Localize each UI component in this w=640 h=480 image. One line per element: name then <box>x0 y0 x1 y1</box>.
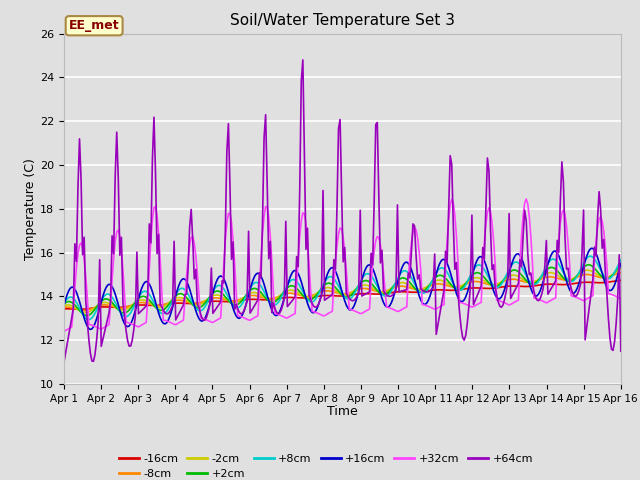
-8cm <box>228 298 236 304</box>
-8cm <box>617 270 625 276</box>
Text: EE_met: EE_met <box>69 19 120 32</box>
-16cm <box>305 295 313 300</box>
+64cm <box>244 228 252 234</box>
Line: +32cm: +32cm <box>64 199 621 331</box>
Line: +64cm: +64cm <box>64 60 621 362</box>
-16cm <box>588 279 595 285</box>
-8cm <box>60 305 68 311</box>
Line: +2cm: +2cm <box>64 264 621 315</box>
-8cm <box>255 294 263 300</box>
-16cm <box>130 303 138 309</box>
+2cm <box>130 301 138 307</box>
-2cm <box>305 295 313 300</box>
+32cm <box>254 313 262 319</box>
+8cm <box>228 300 236 306</box>
+64cm <box>129 337 136 343</box>
Line: -2cm: -2cm <box>64 269 621 312</box>
+2cm <box>60 301 68 307</box>
+8cm <box>255 281 263 287</box>
+2cm <box>588 263 595 268</box>
+8cm <box>586 253 594 259</box>
+32cm <box>60 328 68 334</box>
+16cm <box>255 271 263 277</box>
+8cm <box>617 257 625 263</box>
+32cm <box>244 317 252 323</box>
+2cm <box>83 312 91 318</box>
+16cm <box>305 305 313 311</box>
-2cm <box>255 291 263 297</box>
Line: -8cm: -8cm <box>64 273 621 311</box>
Title: Soil/Water Temperature Set 3: Soil/Water Temperature Set 3 <box>230 13 455 28</box>
Y-axis label: Temperature (C): Temperature (C) <box>24 158 37 260</box>
-2cm <box>617 266 625 272</box>
+8cm <box>85 317 93 323</box>
-8cm <box>81 308 88 313</box>
-16cm <box>76 306 83 312</box>
+2cm <box>255 288 263 294</box>
-8cm <box>246 293 254 299</box>
Line: +8cm: +8cm <box>64 256 621 320</box>
-8cm <box>588 272 595 278</box>
-2cm <box>246 290 254 296</box>
+16cm <box>617 261 625 266</box>
+8cm <box>130 304 138 310</box>
+32cm <box>522 196 530 202</box>
+32cm <box>129 321 136 327</box>
+2cm <box>246 288 254 293</box>
-16cm <box>228 299 236 304</box>
+64cm <box>588 288 595 294</box>
+64cm <box>254 297 262 303</box>
-16cm <box>255 297 263 302</box>
+16cm <box>589 246 596 252</box>
+64cm <box>305 292 313 298</box>
+16cm <box>228 300 236 306</box>
+64cm <box>226 183 234 189</box>
-16cm <box>617 277 625 283</box>
-2cm <box>60 303 68 309</box>
Line: -16cm: -16cm <box>64 280 621 309</box>
+8cm <box>60 301 68 307</box>
+16cm <box>588 245 595 251</box>
-16cm <box>60 306 68 312</box>
+2cm <box>228 300 236 306</box>
+32cm <box>303 238 311 244</box>
+16cm <box>60 302 68 308</box>
+32cm <box>226 210 234 216</box>
+16cm <box>86 326 94 332</box>
Line: +16cm: +16cm <box>64 248 621 329</box>
X-axis label: Time: Time <box>327 405 358 418</box>
+64cm <box>299 57 307 63</box>
-8cm <box>305 293 313 299</box>
Legend: -16cm, -8cm, -2cm, +2cm, +8cm, +16cm, +32cm, +64cm: -16cm, -8cm, -2cm, +2cm, +8cm, +16cm, +3… <box>114 449 538 480</box>
+16cm <box>130 313 138 319</box>
+64cm <box>617 348 625 354</box>
+8cm <box>305 299 313 304</box>
-2cm <box>228 300 236 305</box>
+2cm <box>305 297 313 303</box>
+16cm <box>246 287 254 292</box>
-2cm <box>130 301 138 307</box>
+32cm <box>588 293 595 299</box>
+64cm <box>60 359 68 365</box>
-2cm <box>82 310 90 315</box>
+8cm <box>589 254 596 260</box>
-8cm <box>130 301 138 307</box>
+8cm <box>246 285 254 291</box>
+32cm <box>617 296 625 301</box>
+2cm <box>617 262 625 267</box>
-16cm <box>246 297 254 302</box>
-2cm <box>588 268 595 274</box>
